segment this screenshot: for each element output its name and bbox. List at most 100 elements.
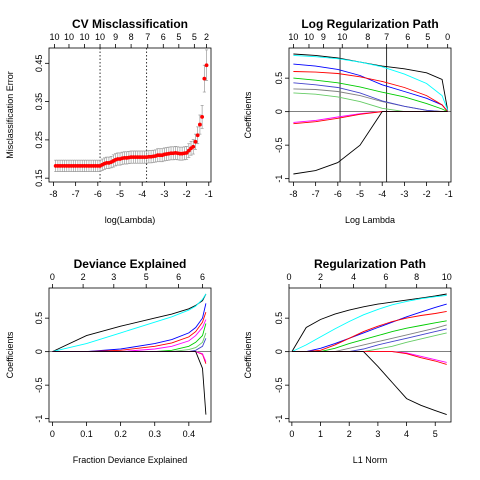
x-tick-label: -6 <box>94 189 102 199</box>
x-tick-label: 0 <box>50 429 55 439</box>
top-tick-label: 10 <box>442 272 452 282</box>
plot-area <box>289 293 451 416</box>
y-tick-label: -1 <box>274 175 284 183</box>
top-tick-label: 6 <box>200 272 205 282</box>
x-tick-label: 0.3 <box>148 429 161 439</box>
top-tick-label: 0 <box>286 272 291 282</box>
x-tick-label: -7 <box>312 189 320 199</box>
series-line-1 <box>52 293 207 353</box>
x-tick-label: -7 <box>72 189 80 199</box>
top-tick-label: 0 <box>50 272 55 282</box>
series-line-8 <box>293 92 448 113</box>
y-tick-label: 0.5 <box>274 72 284 85</box>
x-tick-label: -8 <box>49 189 57 199</box>
y-tick-label: 0.5 <box>274 312 284 325</box>
x-axis-label: Log Lambda <box>345 215 395 225</box>
top-tick-label: 10 <box>304 32 314 42</box>
top-tick-label: 6 <box>383 272 388 282</box>
y-tick-label: 0 <box>274 109 284 114</box>
top-tick-label: 9 <box>113 32 118 42</box>
series-line-10 <box>52 351 207 362</box>
chart-title: CV Misclassification <box>72 17 188 31</box>
chart-panel-4: Regularization Path 0 1 2 3 4 5 L1 Norm -1 -0.5 0 0… <box>243 257 452 465</box>
top-tick-label: 10 <box>95 32 105 42</box>
chart-panel-3: Deviance Explained 0 0.1 0.2 0.3 0.4 Fraction … <box>5 257 212 465</box>
series-line-10 <box>293 111 448 125</box>
x-tick-label: -4 <box>138 189 146 199</box>
data-point <box>193 139 198 144</box>
series-line-2 <box>52 293 207 353</box>
series-line-5 <box>293 77 448 113</box>
series-line-11 <box>291 351 447 416</box>
plot-area <box>49 293 211 415</box>
y-tick-label: 0 <box>274 349 284 354</box>
y-tick-label: 0.25 <box>34 131 44 149</box>
x-tick-label: 1 <box>318 429 323 439</box>
x-tick-label: -3 <box>400 189 408 199</box>
x-axis-label: L1 Norm <box>353 455 388 465</box>
y-tick-label: 0.15 <box>34 169 44 187</box>
top-tick-label: 10 <box>50 32 60 42</box>
x-tick-label: 0 <box>289 429 294 439</box>
top-tick-label: 5 <box>192 32 197 42</box>
y-tick-label: 0.5 <box>34 312 44 325</box>
y-tick-label: -1 <box>274 415 284 423</box>
chart-panel-1: CV Misclassification -8 -7 -6 -5 -4 -3 -2 -1 log(… <box>5 17 213 225</box>
x-tick-label: 5 <box>433 429 438 439</box>
x-tick-label: -3 <box>160 189 168 199</box>
top-tick-label: 3 <box>111 272 116 282</box>
y-tick-label: -1 <box>34 415 44 423</box>
y-axis-label: Coefficients <box>243 331 253 378</box>
chart-title: Regularization Path <box>314 257 426 271</box>
series-line-11 <box>293 111 448 175</box>
top-tick-label: 10 <box>337 32 347 42</box>
series-line-11 <box>52 351 207 415</box>
series-line-9 <box>52 351 207 364</box>
plot-frame <box>48 287 212 423</box>
top-tick-label: 6 <box>161 32 166 42</box>
y-tick-label: 0.35 <box>34 93 44 111</box>
plot-area <box>53 48 209 182</box>
x-tick-label: -6 <box>334 189 342 199</box>
x-tick-label: 0.2 <box>114 429 127 439</box>
data-point <box>191 144 196 149</box>
top-tick-label: 2 <box>204 32 209 42</box>
x-tick-label: 0.4 <box>183 429 196 439</box>
chart-title: Log Regularization Path <box>301 17 438 31</box>
top-tick-label: 7 <box>145 32 150 42</box>
top-tick-label: 8 <box>129 32 134 42</box>
top-tick-label: 9 <box>321 32 326 42</box>
y-tick-label: 0 <box>34 349 44 354</box>
data-point <box>204 63 209 68</box>
x-tick-label: -5 <box>116 189 124 199</box>
x-tick-label: -5 <box>356 189 364 199</box>
y-tick-label: 0.45 <box>34 55 44 73</box>
top-tick-label: 6 <box>176 272 181 282</box>
top-tick-label: 10 <box>79 32 89 42</box>
series-line-2 <box>293 54 449 111</box>
top-tick-label: 0 <box>445 32 450 42</box>
y-tick-label: -0.5 <box>274 137 284 153</box>
series-line-7 <box>293 82 448 113</box>
series-line-1 <box>291 293 447 352</box>
series-line-3 <box>291 303 447 353</box>
x-axis-label: Fraction Deviance Explained <box>73 455 188 465</box>
data-point <box>195 133 200 138</box>
top-tick-label: 2 <box>81 272 86 282</box>
y-tick-label: -0.5 <box>274 377 284 393</box>
series-line-1 <box>293 53 449 111</box>
plot-area <box>289 48 451 182</box>
series-line-6 <box>293 88 448 113</box>
top-tick-label: 7 <box>384 32 389 42</box>
x-tick-label: -2 <box>423 189 431 199</box>
top-tick-label: 8 <box>365 32 370 42</box>
x-tick-label: 3 <box>375 429 380 439</box>
top-tick-label: 5 <box>144 272 149 282</box>
data-point <box>198 122 202 127</box>
top-tick-label: 10 <box>288 32 298 42</box>
top-tick-label: 2 <box>318 272 323 282</box>
y-tick-label: -0.5 <box>34 377 44 393</box>
data-point <box>200 115 205 119</box>
top-tick-label: 5 <box>176 32 181 42</box>
